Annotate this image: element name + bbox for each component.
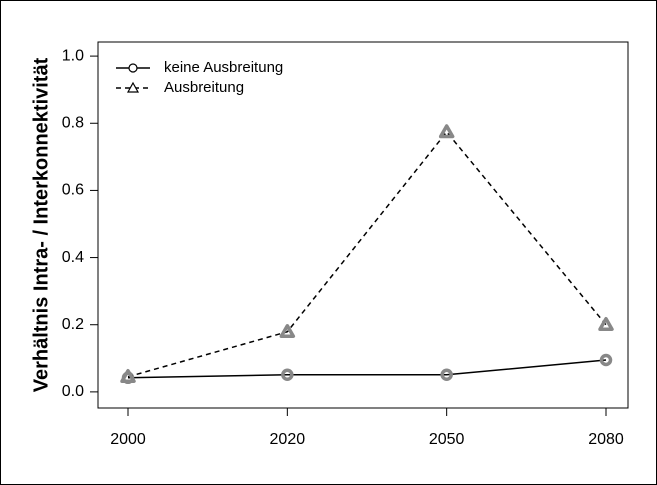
x-tick-label: 2020 <box>270 431 306 448</box>
x-tick-label: 2080 <box>588 431 624 448</box>
legend-marker <box>126 81 140 93</box>
legend-marker <box>128 63 138 73</box>
marker <box>440 368 453 382</box>
marker <box>598 316 614 331</box>
y-axis-label: Verhältnis Intra- / Interkonnektivität <box>30 57 52 392</box>
marker <box>279 324 296 339</box>
legend-label: Ausbreitung <box>164 79 244 96</box>
marker <box>281 368 294 382</box>
y-tick-label: 0.8 <box>62 114 84 131</box>
y-tick-label: 0.6 <box>62 182 84 199</box>
legend-label: keine Ausbreitung <box>164 59 283 76</box>
plot-box <box>97 41 629 409</box>
marker <box>599 353 613 367</box>
series-line <box>127 359 607 379</box>
y-tick-label: 0.2 <box>62 316 84 333</box>
x-tick-label: 2000 <box>110 431 146 448</box>
marker <box>438 124 455 139</box>
y-tick-label: 0.0 <box>62 383 84 400</box>
marker <box>120 369 136 384</box>
series-line <box>127 130 607 378</box>
y-tick-label: 1.0 <box>62 47 84 64</box>
y-tick-label: 0.4 <box>62 249 84 266</box>
x-tick-label: 2050 <box>429 431 465 448</box>
